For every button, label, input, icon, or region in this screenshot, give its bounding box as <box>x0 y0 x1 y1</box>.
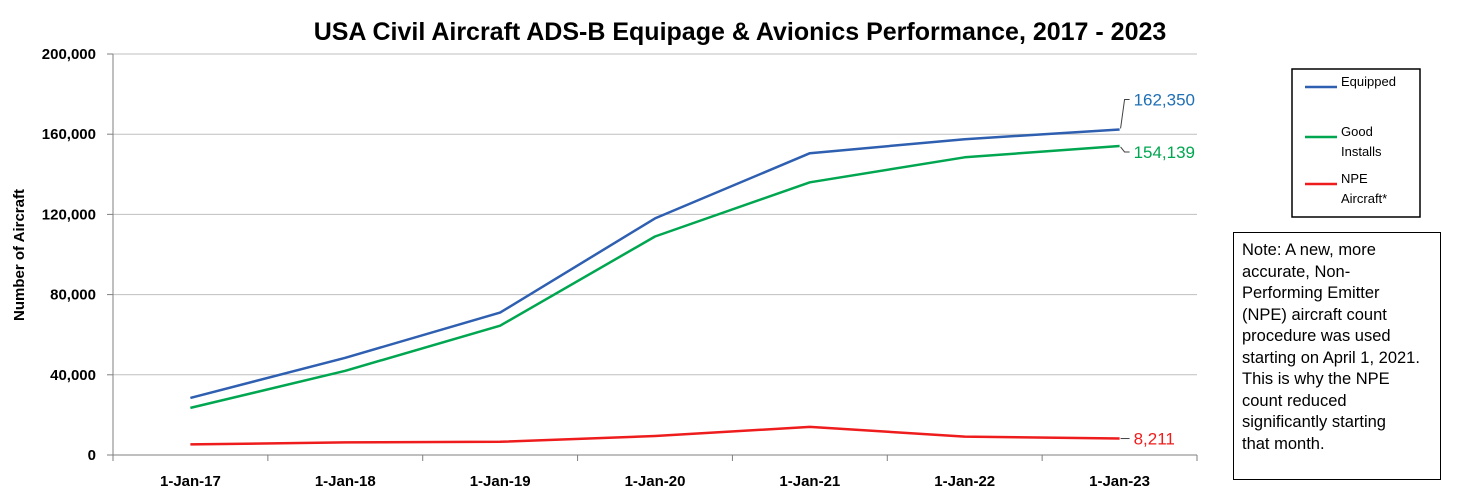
x-tick-label: 1-Jan-18 <box>315 473 376 490</box>
legend-label-good-installs: Installs <box>1341 144 1382 159</box>
x-tick-label: 1-Jan-21 <box>779 473 840 490</box>
note-line: procedure was used <box>1242 327 1391 345</box>
note-line: count reduced <box>1242 391 1347 410</box>
legend-label-equipped: Equipped <box>1341 74 1396 89</box>
end-label-npe-aircraft: 8,211 <box>1134 430 1175 449</box>
y-tick-label: 40,000 <box>50 367 96 384</box>
gridlines <box>113 53 1197 376</box>
end-labels: 162,350 154,139 8,211 <box>1120 90 1195 449</box>
x-tick-label: 1-Jan-23 <box>1089 473 1150 490</box>
note-box: Note: A new, more accurate, Non- Performin… <box>1233 232 1441 480</box>
series-line-equipped <box>190 128 1120 400</box>
x-tick-label: 1-Jan-20 <box>625 473 686 490</box>
note-line: accurate, Non- <box>1242 262 1351 281</box>
note-line: Note: A new, more <box>1242 241 1376 259</box>
y-tick-label: 160,000 <box>42 126 96 143</box>
x-tick-label: 1-Jan-22 <box>934 473 995 490</box>
end-label-equipped: 162,350 <box>1134 90 1195 109</box>
legend-label-npe-aircraft: NPE <box>1341 171 1368 186</box>
y-tick-label: 0 <box>88 447 96 464</box>
legend-label-npe-aircraft: Aircraft* <box>1341 191 1387 206</box>
axes <box>107 53 1198 461</box>
legend-label-good-installs: Good <box>1341 124 1373 139</box>
y-tick-labels: 0 40,000 80,000 120,000 160,000 200,000 <box>42 46 96 464</box>
end-label-leader <box>1120 98 1130 129</box>
note-line: This is why the NPE <box>1242 370 1390 388</box>
legend-box <box>1291 68 1421 218</box>
y-tick-label: 120,000 <box>42 206 96 223</box>
note-line: significantly starting <box>1242 413 1386 431</box>
note-line: starting on April 1, 2021. <box>1242 348 1420 367</box>
y-axis-label: Number of Aircraft <box>11 189 28 321</box>
end-label-good-installs: 154,139 <box>1134 143 1195 162</box>
series-lines <box>190 128 1120 446</box>
note-line: (NPE) aircraft count <box>1242 305 1387 324</box>
legend: Equipped Good Installs NPE Aircraft* <box>1291 68 1421 218</box>
note-line: that month. <box>1242 434 1325 453</box>
chart-title: USA Civil Aircraft ADS-B Equipage & Avio… <box>314 18 1167 46</box>
series-line-npe-aircraft <box>190 425 1120 446</box>
x-tick-label: 1-Jan-17 <box>160 473 221 490</box>
end-label-leader <box>1120 146 1130 153</box>
y-tick-label: 80,000 <box>50 287 96 304</box>
note-line: Performing Emitter <box>1242 284 1380 302</box>
y-tick-label: 200,000 <box>42 46 96 63</box>
x-tick-label: 1-Jan-19 <box>470 473 531 490</box>
x-tick-labels: 1-Jan-17 1-Jan-18 1-Jan-19 1-Jan-20 1-Jan-21… <box>160 473 1150 490</box>
series-line-good-installs <box>190 144 1120 410</box>
